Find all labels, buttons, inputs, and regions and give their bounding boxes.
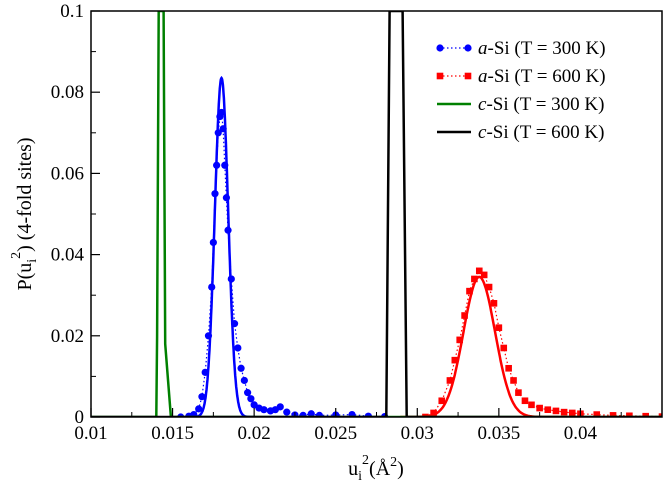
- y-tick-label: 0.02: [51, 326, 84, 347]
- legend-swatch-marker: [436, 72, 444, 80]
- y-tick-label: 0.1: [60, 1, 84, 22]
- legend-swatch-marker: [464, 72, 472, 80]
- legend-label: c-Si (T = 300 K): [478, 94, 604, 115]
- y-tick-label: 0.08: [51, 82, 84, 103]
- data-point: [552, 407, 560, 415]
- data-point: [209, 238, 217, 247]
- y-tick-label: 0.06: [51, 163, 84, 184]
- legend: a-Si (T = 300 K) a-Si (T = 600 K) c-Si (T …: [436, 38, 606, 143]
- data-point: [299, 411, 307, 417]
- data-point: [204, 332, 213, 340]
- data-point: [456, 336, 464, 344]
- series-line: [91, 11, 662, 417]
- x-axis-label: ui2(Å2): [348, 453, 404, 484]
- data-point: [276, 403, 284, 411]
- series-3: [91, 11, 662, 417]
- data-point: [446, 377, 454, 384]
- x-tick-label: 0.025: [314, 423, 357, 444]
- data-point: [244, 389, 252, 397]
- data-point: [219, 125, 227, 133]
- data-point: [237, 364, 245, 372]
- data-point: [536, 404, 543, 412]
- data-point: [471, 275, 478, 283]
- data-point: [198, 393, 206, 401]
- data-point: [466, 287, 473, 295]
- data-point: [438, 397, 446, 405]
- y-tick-label: 0.04: [51, 245, 85, 266]
- data-point: [560, 408, 568, 416]
- data-point: [510, 377, 517, 384]
- data-point: [515, 389, 522, 396]
- legend-label: a-Si (T = 300 K): [478, 38, 606, 59]
- data-point: [485, 283, 493, 291]
- data-point: [211, 190, 219, 198]
- data-point: [593, 411, 601, 417]
- data-point: [609, 412, 617, 417]
- data-point: [568, 409, 576, 417]
- data-point: [260, 406, 268, 414]
- data-point: [214, 129, 222, 137]
- data-point: [461, 312, 468, 319]
- data-point: [190, 410, 198, 417]
- data-point: [222, 194, 231, 202]
- data-point: [528, 401, 535, 409]
- legend-item-4: c-Si (T = 600 K): [437, 122, 604, 143]
- legend-swatch-marker: [436, 44, 444, 52]
- data-point: [208, 283, 216, 291]
- data-point: [626, 412, 633, 417]
- ticks-layer: 0.01 0.015 0.02 0.025 0.03 0.035 0.04 0 0.02 0.04…: [51, 1, 622, 444]
- legend-item-2: a-Si (T = 600 K): [436, 66, 606, 87]
- data-point: [224, 226, 232, 234]
- series-1: [177, 75, 389, 417]
- legend-item-1: a-Si (T = 300 K): [436, 38, 606, 59]
- legend-label: a-Si (T = 600 K): [478, 66, 606, 87]
- x-tick-label: 0.01: [74, 423, 107, 444]
- data-point: [422, 413, 429, 417]
- data-point: [315, 411, 323, 417]
- legend-item-3: c-Si (T = 300 K): [437, 94, 604, 115]
- x-tick-label: 0.035: [477, 423, 520, 444]
- series-fit-curve: [188, 75, 255, 417]
- data-point: [195, 405, 203, 413]
- data-point: [642, 412, 649, 417]
- data-point: [227, 275, 235, 283]
- data-point: [658, 413, 662, 417]
- data-point: [234, 344, 242, 352]
- data-point: [201, 368, 209, 376]
- data-point: [495, 324, 503, 331]
- plot-background: [91, 11, 662, 417]
- x-tick-label: 0.03: [401, 423, 434, 444]
- data-point: [221, 161, 229, 169]
- data-point: [217, 108, 226, 117]
- data-point: [521, 397, 529, 405]
- data-point: [307, 410, 315, 417]
- data-point: [451, 356, 459, 364]
- legend-label: c-Si (T = 600 K): [478, 122, 604, 143]
- data-point: [505, 364, 512, 372]
- x-tick-label: 0.04: [564, 423, 598, 444]
- data-point: [480, 271, 488, 279]
- y-tick-label: 0: [75, 407, 85, 428]
- data-point: [247, 395, 255, 403]
- x-tick-label: 0.015: [151, 423, 194, 444]
- data-point: [490, 300, 498, 307]
- data-point: [283, 408, 291, 416]
- data-point: [348, 410, 356, 417]
- y-axis-label: P(ui2) (4-fold sites): [9, 137, 40, 290]
- data-point: [240, 376, 248, 385]
- data-point: [213, 161, 221, 169]
- data-point: [500, 344, 508, 352]
- data-point: [430, 409, 437, 417]
- plot-frame: [90, 10, 663, 418]
- data-point: [544, 406, 552, 413]
- data-point: [475, 267, 483, 275]
- legend-swatch-marker: [464, 44, 472, 52]
- x-tick-label: 0.02: [238, 423, 271, 444]
- data-point: [230, 320, 239, 328]
